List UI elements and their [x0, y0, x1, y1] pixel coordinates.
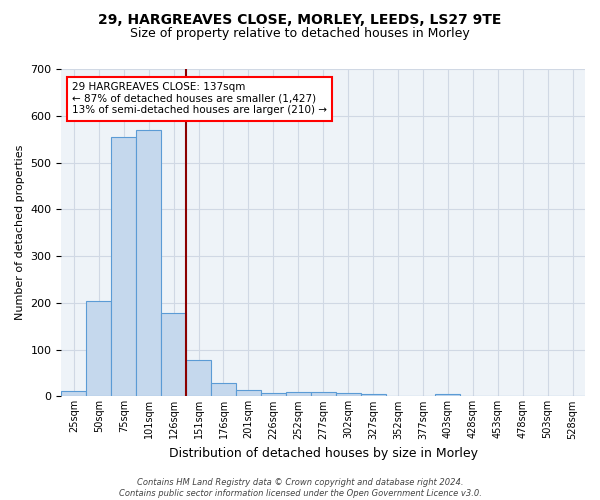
Bar — [361, 394, 386, 396]
Bar — [436, 394, 460, 396]
Bar — [136, 130, 161, 396]
Text: Contains HM Land Registry data © Crown copyright and database right 2024.
Contai: Contains HM Land Registry data © Crown c… — [119, 478, 481, 498]
Bar — [186, 360, 211, 397]
Bar — [161, 313, 186, 396]
Bar — [335, 392, 361, 396]
Bar — [236, 390, 261, 396]
Text: 29, HARGREAVES CLOSE, MORLEY, LEEDS, LS27 9TE: 29, HARGREAVES CLOSE, MORLEY, LEEDS, LS2… — [98, 12, 502, 26]
Bar — [61, 391, 86, 396]
Bar — [111, 137, 136, 396]
Bar — [86, 300, 111, 396]
Text: 29 HARGREAVES CLOSE: 137sqm
← 87% of detached houses are smaller (1,427)
13% of : 29 HARGREAVES CLOSE: 137sqm ← 87% of det… — [72, 82, 327, 116]
Bar — [261, 392, 286, 396]
Bar — [211, 384, 236, 396]
X-axis label: Distribution of detached houses by size in Morley: Distribution of detached houses by size … — [169, 447, 478, 460]
Bar — [286, 392, 311, 396]
Y-axis label: Number of detached properties: Number of detached properties — [15, 145, 25, 320]
Text: Size of property relative to detached houses in Morley: Size of property relative to detached ho… — [130, 28, 470, 40]
Bar — [311, 392, 335, 396]
